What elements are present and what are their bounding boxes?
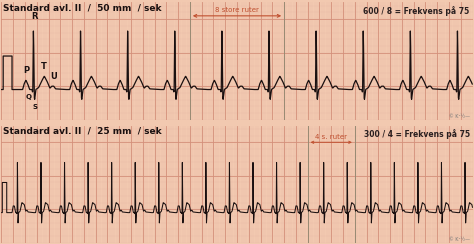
Text: U: U (50, 72, 57, 81)
Text: © K¹½—: © K¹½— (449, 237, 470, 242)
Text: P: P (23, 66, 29, 75)
Text: Standard avl. II  /  50 mm  / sek: Standard avl. II / 50 mm / sek (3, 4, 161, 13)
Text: 8 store ruter: 8 store ruter (215, 7, 259, 13)
Text: Q: Q (26, 94, 32, 100)
Text: © K¹½—: © K¹½— (449, 113, 470, 119)
Text: S: S (33, 104, 37, 110)
Text: R: R (31, 12, 37, 21)
Text: 4 s. ruter: 4 s. ruter (315, 134, 347, 140)
Text: 600 / 8 = Frekvens på 75: 600 / 8 = Frekvens på 75 (364, 6, 470, 16)
Text: T: T (41, 62, 47, 71)
Text: Standard avl. II  /  25 mm  / sek: Standard avl. II / 25 mm / sek (3, 127, 162, 136)
Text: 300 / 4 = Frekvens på 75: 300 / 4 = Frekvens på 75 (364, 129, 470, 139)
